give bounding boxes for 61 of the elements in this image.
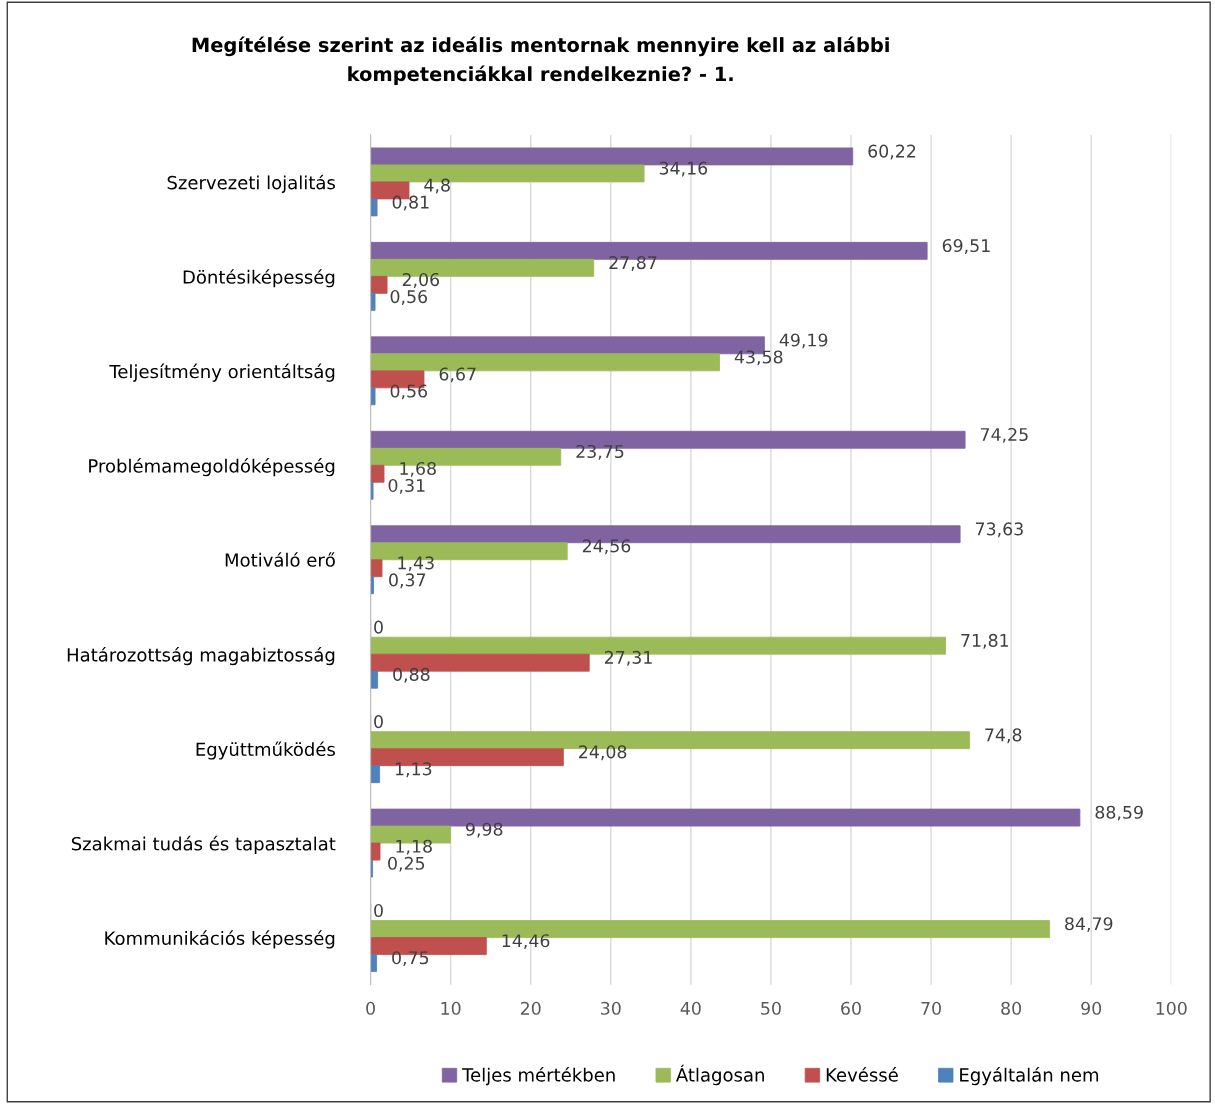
data-label: 0,31	[388, 478, 425, 494]
data-label: 23,75	[576, 444, 624, 460]
data-label: 1,18	[396, 839, 432, 855]
data-label: 4,8	[424, 178, 450, 194]
legend-label: Egyáltalán nem	[960, 1067, 1099, 1086]
data-label: 0,25	[388, 856, 425, 872]
data-label: 27,31	[604, 650, 652, 666]
data-label: 9,98	[465, 822, 503, 838]
x-tick-label: 90	[1081, 1001, 1102, 1015]
y-tick-label: Határozottság magabiztosság	[67, 646, 335, 666]
y-tick-label: Szakmai tudás és tapasztalat	[71, 835, 336, 855]
x-tick-label: 60	[841, 1001, 861, 1015]
data-label: 0	[374, 715, 383, 729]
data-label: 14,46	[502, 934, 550, 950]
y-tick-label: Kommunikációs képesség	[105, 930, 335, 949]
x-tick-label: 70	[921, 1001, 941, 1015]
data-label: 0,75	[392, 951, 429, 967]
legend-label: Átlagosan	[675, 1064, 764, 1086]
data-label: 1,68	[400, 461, 436, 477]
legend-label: Teljes mértékben	[462, 1067, 615, 1086]
data-label: 1,43	[398, 556, 434, 572]
data-label: 0,56	[390, 384, 428, 400]
chart-title: Megítélése szerint az ideális mentornak mennyire kell az alábbi kompetenciákkal rendelkeznie? - 1.	[192, 36, 889, 86]
y-tick-label: Együttműködés	[196, 741, 335, 760]
data-label: 74,25	[980, 427, 1028, 443]
data-label: 74,8	[985, 728, 1022, 744]
x-tick-label: 100	[1156, 1001, 1187, 1015]
data-label: 6,67	[439, 367, 476, 383]
data-label: 84,79	[1065, 917, 1113, 933]
data-label: 0	[374, 903, 383, 918]
y-tick-label: Motiváló erő	[225, 552, 335, 567]
data-label: 24,56	[582, 539, 631, 555]
data-label: 69,51	[942, 238, 990, 254]
x-tick-label: 0	[366, 1001, 375, 1015]
data-label: 34,16	[659, 161, 708, 177]
legend-label: Kevéssé	[826, 1067, 898, 1082]
x-tick-label: 40	[680, 1001, 701, 1015]
data-label: 0,88	[393, 667, 430, 683]
y-tick-label: Döntésiképesség	[183, 269, 335, 288]
x-tick-label: 30	[601, 1001, 621, 1015]
data-label: 0,56	[390, 290, 428, 305]
data-label: 0,81	[392, 195, 429, 211]
y-tick-label: Szervezeti lojalitás	[167, 174, 335, 193]
data-label: 73,63	[975, 522, 1023, 538]
data-label: 49,19	[779, 333, 828, 349]
data-label: 0	[374, 620, 383, 634]
data-label: 71,81	[961, 633, 1009, 649]
x-tick-label: 10	[441, 1001, 461, 1015]
data-label: 1,13	[395, 762, 432, 778]
y-tick-label: Problémamegoldóképesség	[89, 458, 335, 477]
data-label: 88,59	[1095, 805, 1143, 821]
x-tick-label: 20	[520, 1001, 541, 1015]
data-label: 27,87	[609, 255, 657, 271]
data-label: 60,22	[868, 144, 916, 160]
data-label: 0,37	[389, 573, 426, 589]
y-tick-label: Teljesítmény orientáltság	[109, 363, 335, 382]
data-label: 43,58	[734, 350, 783, 366]
x-tick-label: 80	[1001, 1001, 1022, 1015]
data-label: 2,06	[402, 273, 440, 288]
x-tick-label: 50	[761, 1001, 781, 1015]
data-label: 24,08	[579, 745, 627, 761]
